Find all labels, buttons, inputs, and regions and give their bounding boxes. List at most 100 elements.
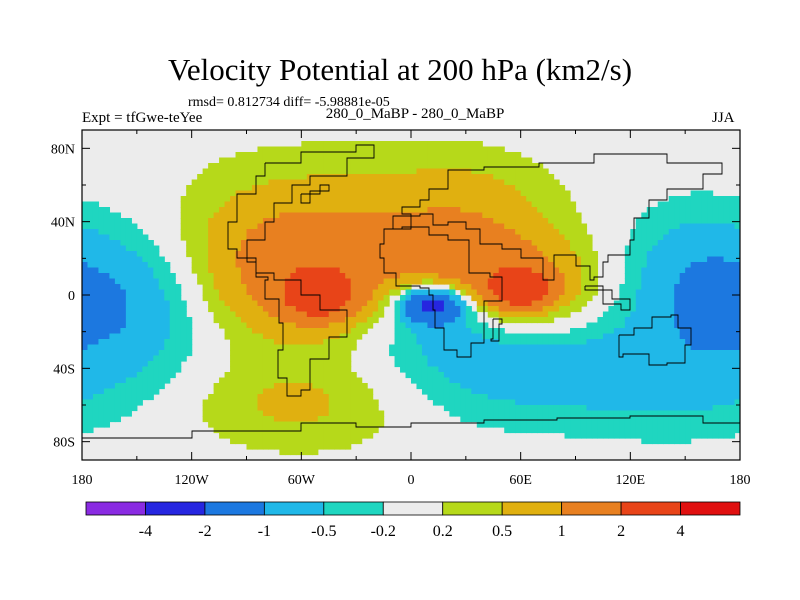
- field-cell: [427, 311, 434, 318]
- field-cell: [202, 273, 209, 280]
- field-cell: [476, 377, 483, 384]
- field-cell: [416, 273, 423, 280]
- field-cell: [257, 311, 264, 318]
- field-cell: [729, 344, 736, 351]
- field-cell: [443, 201, 450, 208]
- field-cell: [323, 141, 330, 148]
- field-cell: [301, 218, 308, 225]
- field-cell: [405, 245, 412, 252]
- field-cell: [498, 377, 505, 384]
- field-cell: [630, 267, 637, 274]
- field-cell: [635, 372, 642, 379]
- field-cell: [323, 289, 330, 296]
- field-cell: [394, 278, 401, 285]
- field-cell: [356, 399, 363, 406]
- field-cell: [729, 284, 736, 291]
- field-cell: [575, 295, 582, 302]
- field-cell: [668, 416, 675, 423]
- field-cell: [136, 251, 143, 258]
- field-cell: [575, 394, 582, 401]
- field-cell: [367, 388, 374, 395]
- field-cell: [262, 295, 270, 302]
- field-cell: [559, 256, 566, 263]
- field-cell: [559, 223, 566, 230]
- field-cell: [87, 218, 94, 225]
- field-cell: [295, 366, 302, 373]
- field-cell: [465, 163, 472, 170]
- field-cell: [394, 317, 401, 324]
- field-cell: [268, 427, 275, 434]
- field-cell: [251, 366, 259, 373]
- field-cell: [312, 421, 319, 428]
- field-cell: [432, 399, 440, 406]
- field-cell: [87, 256, 94, 263]
- field-cell: [630, 410, 637, 417]
- field-cell: [723, 201, 730, 208]
- field-cell: [663, 245, 670, 252]
- field-cell: [279, 405, 286, 412]
- field-cell: [646, 262, 653, 269]
- field-cell: [619, 361, 626, 368]
- field-cell: [509, 339, 516, 346]
- field-cell: [378, 311, 385, 318]
- field-cell: [125, 229, 132, 236]
- field-cell: [509, 229, 516, 236]
- field-cell: [624, 416, 631, 423]
- field-cell: [405, 218, 412, 225]
- field-cell: [498, 251, 505, 258]
- field-cell: [476, 394, 483, 401]
- field-cell: [268, 251, 275, 258]
- field-cell: [87, 416, 94, 423]
- field-cell: [147, 344, 154, 351]
- field-cell: [262, 218, 270, 225]
- field-cell: [131, 339, 138, 346]
- field-cell: [504, 267, 511, 274]
- field-cell: [411, 262, 418, 269]
- field-cell: [591, 361, 599, 368]
- field-cell: [279, 163, 286, 170]
- field-cell: [400, 317, 407, 324]
- field-cell: [158, 256, 165, 263]
- field-cell: [438, 377, 445, 384]
- field-cell: [317, 185, 324, 192]
- field-cell: [268, 256, 275, 263]
- field-cell: [712, 284, 719, 291]
- field-cell: [537, 421, 544, 428]
- field-cell: [257, 251, 264, 258]
- field-cell: [668, 317, 675, 324]
- field-cell: [553, 201, 560, 208]
- field-cell: [520, 168, 527, 175]
- field-cell: [416, 262, 423, 269]
- field-cell: [553, 251, 560, 258]
- field-cell: [411, 278, 418, 285]
- field-cell: [92, 410, 100, 417]
- field-cell: [482, 267, 489, 274]
- field-cell: [641, 234, 648, 241]
- field-cell: [712, 273, 719, 280]
- field-cell: [361, 256, 368, 263]
- field-cell: [570, 383, 577, 390]
- field-cell: [537, 174, 544, 181]
- field-cell: [542, 388, 549, 395]
- field-cell: [482, 146, 489, 153]
- field-cell: [317, 273, 324, 280]
- field-cell: [235, 344, 242, 351]
- field-cell: [257, 355, 264, 362]
- field-cell: [624, 344, 631, 351]
- field-cell: [635, 267, 642, 274]
- field-cell: [537, 306, 544, 313]
- field-cell: [345, 190, 352, 197]
- field-cell: [548, 295, 555, 302]
- field-cell: [504, 278, 511, 285]
- field-cell: [482, 234, 489, 241]
- field-cell: [476, 196, 483, 203]
- field-cell: [685, 317, 692, 324]
- field-cell: [460, 168, 467, 175]
- field-cell: [416, 240, 423, 247]
- field-cell: [696, 267, 703, 274]
- field-cell: [443, 157, 450, 164]
- field-cell: [696, 366, 703, 373]
- field-cell: [734, 350, 740, 357]
- field-cell: [98, 212, 105, 219]
- field-cell: [646, 245, 653, 252]
